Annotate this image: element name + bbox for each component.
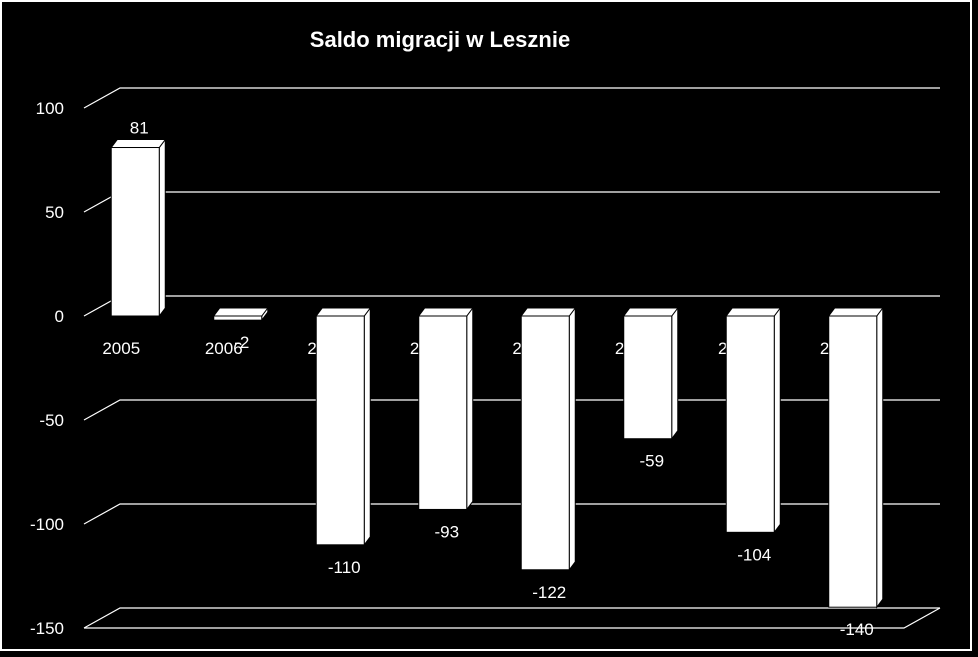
bar — [622, 306, 679, 441]
data-label: -140 — [840, 620, 874, 639]
bar — [725, 306, 782, 534]
data-label: -93 — [434, 522, 459, 541]
data-label: -59 — [639, 452, 664, 471]
gridline — [83, 503, 940, 525]
gridline — [83, 399, 940, 421]
gridline — [83, 607, 940, 629]
data-label: -2 — [234, 333, 249, 352]
chart-title: Saldo migracji w Lesznie — [310, 27, 570, 52]
y-tick-label: -150 — [30, 619, 64, 638]
data-labels: 81 -2 -110 -93 -122 -59 -104 -140 — [130, 119, 874, 640]
bar — [212, 306, 269, 322]
data-label: -122 — [532, 583, 566, 602]
gridlines — [83, 87, 941, 629]
x-tick-label: 2005 — [102, 339, 140, 358]
gridline — [83, 295, 940, 317]
gridline — [83, 87, 940, 109]
data-label: -110 — [328, 558, 361, 577]
data-label: -104 — [737, 545, 771, 564]
y-tick-label: 0 — [55, 307, 64, 326]
x-tick-label: 2006 — [205, 339, 243, 358]
bar — [827, 306, 884, 609]
y-tick-label: -50 — [39, 411, 64, 430]
y-axis: 100 50 0 -50 -100 -150 — [30, 99, 64, 638]
y-tick-label: 100 — [36, 99, 64, 118]
bar — [315, 306, 372, 547]
y-tick-label: -100 — [30, 515, 64, 534]
data-label: 81 — [130, 119, 149, 138]
bar — [520, 306, 577, 572]
floor-edge — [84, 607, 941, 629]
y-tick-label: 50 — [45, 203, 64, 222]
bar — [110, 138, 167, 318]
bar — [417, 306, 474, 511]
gridline — [83, 191, 940, 213]
bars — [110, 138, 884, 609]
